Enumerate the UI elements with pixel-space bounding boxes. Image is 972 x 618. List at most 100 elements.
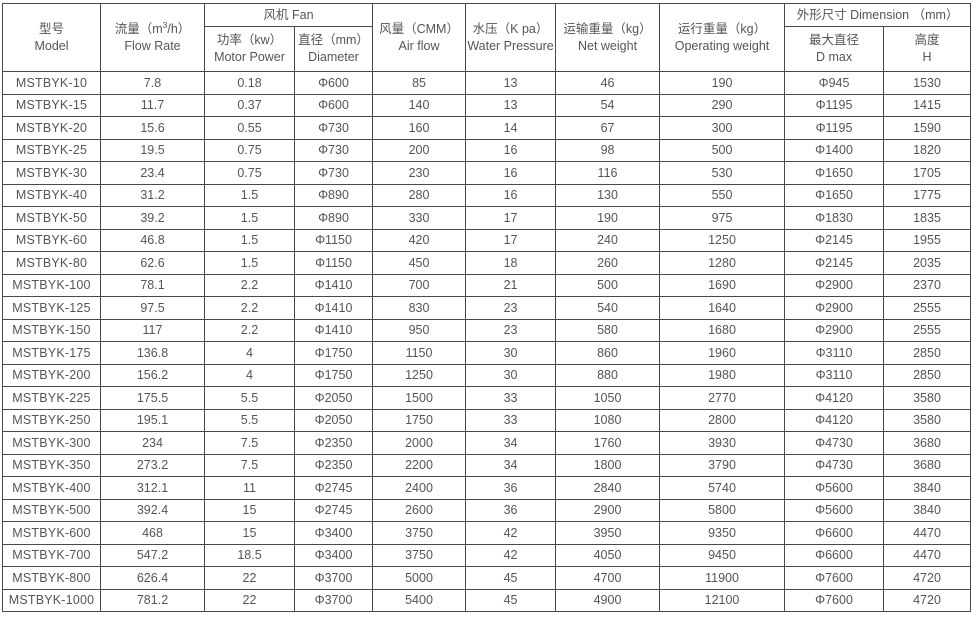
header-group-fan-en: Fan [291, 8, 314, 22]
cell-net-weight: 130 [555, 183, 661, 207]
cell-model: MSTBYK-10 [2, 71, 101, 95]
cell-flow-rate: 136.8 [100, 341, 205, 365]
cell-operating-weight: 3930 [659, 431, 786, 455]
cell-model: MSTBYK-60 [2, 228, 101, 252]
cell-model: MSTBYK-500 [2, 498, 101, 522]
cell-water-pressure: 17 [465, 206, 557, 230]
cell-diameter: Φ730 [293, 161, 374, 185]
cell-operating-weight: 290 [659, 93, 786, 117]
cell-height: 3680 [883, 453, 972, 477]
cell-d-max: Φ945 [784, 71, 885, 95]
header-height-cn: 高度 [914, 33, 940, 47]
cell-model: MSTBYK-15 [2, 93, 101, 117]
cell-air-flow: 2200 [372, 453, 467, 477]
cell-flow-rate: 781.2 [100, 588, 205, 612]
cell-air-flow: 1750 [372, 408, 467, 432]
cell-net-weight: 1050 [555, 386, 661, 410]
cell-water-pressure: 36 [465, 498, 557, 522]
cell-operating-weight: 1280 [659, 251, 786, 275]
cell-water-pressure: 33 [465, 408, 557, 432]
cell-air-flow: 5000 [372, 566, 467, 590]
cell-operating-weight: 9450 [659, 543, 786, 567]
cell-height: 4720 [883, 566, 972, 590]
cell-d-max: Φ1650 [784, 161, 885, 185]
cell-net-weight: 540 [555, 296, 661, 320]
table-row: MSTBYK-800 626.4 22 Φ3700 5000 45 4700 11900 Φ76… [2, 566, 972, 590]
header-air-flow-cn: 风量（CMM） [379, 21, 459, 36]
cell-operating-weight: 300 [659, 116, 786, 140]
header-model-en: Model [34, 38, 69, 53]
cell-air-flow: 1250 [372, 363, 467, 387]
cell-model: MSTBYK-800 [2, 566, 101, 590]
cell-net-weight: 1760 [555, 431, 661, 455]
cell-net-weight: 500 [555, 273, 661, 297]
cell-motor-power: 1.5 [204, 228, 295, 252]
cell-diameter: Φ2350 [293, 453, 374, 477]
header-net-weight: 运输重量（kg） Net weight [555, 3, 661, 72]
cell-flow-rate: 7.8 [100, 71, 205, 95]
cell-diameter: Φ2350 [293, 431, 374, 455]
cell-operating-weight: 1690 [659, 273, 786, 297]
cell-air-flow: 2000 [372, 431, 467, 455]
cell-flow-rate: 39.2 [100, 206, 205, 230]
cell-net-weight: 4050 [555, 543, 661, 567]
cell-water-pressure: 21 [465, 273, 557, 297]
header-operating-weight: 运行重量（kg） Operating weight [659, 3, 786, 72]
cell-flow-rate: 46.8 [100, 228, 205, 252]
cell-water-pressure: 23 [465, 296, 557, 320]
cell-net-weight: 860 [555, 341, 661, 365]
header-flow-rate-cn: 流量（m3/h） [114, 19, 191, 36]
header-model-cn: 型号 [38, 21, 64, 36]
cell-water-pressure: 17 [465, 228, 557, 252]
cell-motor-power: 0.55 [204, 116, 295, 140]
header-diameter-cn: 直径（mm） [298, 33, 369, 47]
table-row: MSTBYK-500 392.4 15 Φ2745 2600 36 2900 5800 Φ560… [2, 498, 972, 522]
cell-height: 3840 [883, 498, 972, 522]
cell-height: 2555 [883, 296, 972, 320]
cell-operating-weight: 1640 [659, 296, 786, 320]
cell-model: MSTBYK-30 [2, 161, 101, 185]
cell-water-pressure: 45 [465, 566, 557, 590]
header-net-weight-en: Net weight [577, 38, 638, 53]
cell-height: 1705 [883, 161, 972, 185]
cell-model: MSTBYK-80 [2, 251, 101, 275]
cell-air-flow: 3750 [372, 543, 467, 567]
cell-water-pressure: 42 [465, 543, 557, 567]
cell-diameter: Φ1750 [293, 341, 374, 365]
table-row: MSTBYK-80 62.6 1.5 Φ1150 450 18 260 1280 Φ2145 20… [2, 251, 972, 275]
header-net-weight-cn: 运输重量（kg） [563, 21, 652, 36]
cell-operating-weight: 2770 [659, 386, 786, 410]
cell-net-weight: 260 [555, 251, 661, 275]
cell-d-max: Φ7600 [784, 588, 885, 612]
table-row: MSTBYK-25 19.5 0.75 Φ730 200 16 98 500 Φ1400 1820 [2, 138, 972, 162]
header-d-max-cn: 最大直径 [809, 33, 860, 47]
cell-diameter: Φ2745 [293, 498, 374, 522]
cell-flow-rate: 78.1 [100, 273, 205, 297]
cell-d-max: Φ3110 [784, 363, 885, 387]
cell-flow-rate: 312.1 [100, 476, 205, 500]
cell-net-weight: 67 [555, 116, 661, 140]
header-air-flow-en: Air flow [398, 38, 440, 53]
cell-model: MSTBYK-225 [2, 386, 101, 410]
table-row: MSTBYK-10 7.8 0.18 Φ600 85 13 46 190 Φ945 1530 [2, 71, 972, 95]
table-row: MSTBYK-50 39.2 1.5 Φ890 330 17 190 975 Φ1830 1835 [2, 206, 972, 230]
cell-height: 1590 [883, 116, 972, 140]
cell-air-flow: 950 [372, 318, 467, 342]
cell-operating-weight: 1680 [659, 318, 786, 342]
cell-flow-rate: 19.5 [100, 138, 205, 162]
table-row: MSTBYK-250 195.1 5.5 Φ2050 1750 33 1080 2800 Φ41… [2, 408, 972, 432]
header-group-dimension-cn: 外形尺寸 [796, 8, 847, 22]
cell-height: 4470 [883, 521, 972, 545]
cell-operating-weight: 550 [659, 183, 786, 207]
cell-water-pressure: 16 [465, 161, 557, 185]
cell-air-flow: 5400 [372, 588, 467, 612]
cell-operating-weight: 975 [659, 206, 786, 230]
cell-model: MSTBYK-150 [2, 318, 101, 342]
cell-air-flow: 230 [372, 161, 467, 185]
cell-motor-power: 0.75 [204, 138, 295, 162]
cell-d-max: Φ1650 [784, 183, 885, 207]
header-d-max: 最大直径 D max [784, 26, 885, 72]
cell-operating-weight: 5800 [659, 498, 786, 522]
header-water-pressure-cn: 水压（K pa） [472, 21, 549, 36]
cell-model: MSTBYK-600 [2, 521, 101, 545]
